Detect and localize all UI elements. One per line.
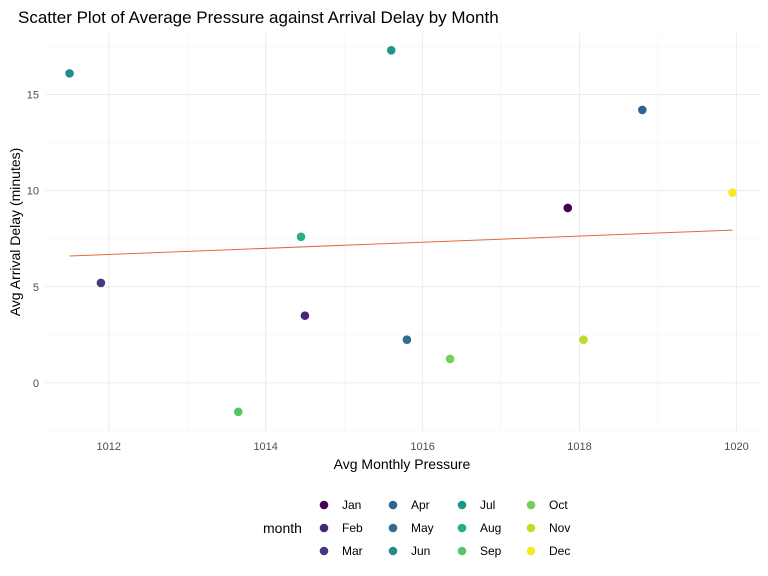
data-point-apr	[638, 105, 647, 115]
y-tick-label: 5	[33, 282, 39, 294]
x-tick-label: 1020	[724, 441, 748, 453]
legend-key-apr	[388, 500, 398, 510]
legend-key-mar	[319, 546, 329, 556]
y-tick-label: 0	[33, 378, 39, 390]
chart-title: Scatter Plot of Average Pressure against…	[18, 8, 499, 27]
data-point-sep	[233, 407, 243, 417]
legend-label-mar: Mar	[342, 544, 363, 558]
x-axis-title: Avg Monthly Pressure	[334, 456, 471, 472]
y-tick-label: 10	[27, 186, 39, 198]
legend-key-nov	[526, 523, 536, 533]
points-layer	[65, 46, 737, 417]
legend: month Jan Feb Mar Apr May Jun Jul Aug Sep Oct Nov D…	[263, 498, 570, 558]
x-tick-label: 1012	[97, 441, 121, 453]
grid	[46, 33, 760, 432]
legend-label-apr: Apr	[411, 498, 430, 512]
y-axis-title: Avg Arrival Delay (minutes)	[7, 148, 23, 317]
legend-key-sep	[457, 546, 467, 556]
legend-label-nov: Nov	[549, 521, 570, 535]
legend-key-jul	[457, 500, 467, 510]
data-point-jan	[563, 203, 573, 213]
legend-key-dec	[526, 546, 536, 556]
legend-key-jan	[319, 500, 329, 510]
legend-label-jun: Jun	[411, 544, 430, 558]
legend-key-aug	[457, 523, 467, 533]
data-point-dec	[728, 188, 737, 197]
y-axis-ticks: 0 5 10 15	[27, 90, 39, 390]
legend-label-jul: Jul	[480, 498, 495, 512]
legend-label-feb: Feb	[342, 521, 363, 535]
legend-title: month	[263, 520, 302, 536]
trendline	[69, 229, 733, 257]
legend-items: Jan Feb Mar Apr May Jun Jul Aug Sep Oct Nov Dec	[319, 498, 570, 558]
data-point-jun	[65, 69, 74, 78]
x-axis-ticks: 1012 1014 1016 1018 1020	[97, 441, 749, 453]
legend-key-oct	[526, 500, 536, 510]
legend-label-jan: Jan	[342, 498, 361, 512]
data-point-oct	[445, 354, 455, 364]
data-point-nov	[579, 335, 588, 344]
legend-label-sep: Sep	[480, 544, 502, 558]
legend-label-may: May	[411, 521, 434, 535]
data-point-feb	[300, 311, 310, 320]
data-point-may	[402, 335, 412, 344]
data-point-jul	[386, 46, 396, 55]
legend-key-jun	[388, 546, 398, 556]
y-tick-label: 15	[27, 90, 39, 102]
legend-label-aug: Aug	[480, 521, 501, 535]
legend-key-may	[388, 523, 398, 533]
legend-label-dec: Dec	[549, 544, 570, 558]
legend-label-oct: Oct	[549, 498, 568, 512]
legend-key-feb	[319, 523, 329, 533]
x-tick-label: 1018	[567, 441, 591, 453]
x-tick-label: 1016	[410, 441, 434, 453]
trendline-layer	[69, 229, 733, 257]
x-tick-label: 1014	[253, 441, 277, 453]
data-point-mar	[96, 278, 106, 288]
data-point-aug	[296, 232, 306, 242]
